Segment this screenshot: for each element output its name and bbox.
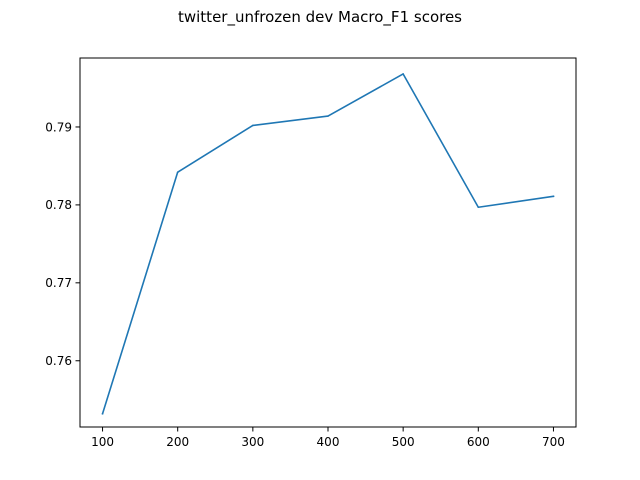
x-axis: 100 200 300 400 500 600 700 <box>91 427 565 449</box>
plot-frame <box>79 57 577 428</box>
x-tick-label: 700 <box>542 435 565 449</box>
x-tick-label: 600 <box>467 435 490 449</box>
data-point <box>101 412 104 415</box>
data-point <box>552 195 555 198</box>
series-line-0 <box>101 73 555 415</box>
y-axis: 0.76 0.77 0.78 0.79 <box>45 120 80 368</box>
x-tick-label: 100 <box>91 435 114 449</box>
data-point <box>477 206 480 209</box>
x-tick-label: 200 <box>166 435 189 449</box>
y-tick-label: 0.77 <box>45 276 72 290</box>
x-tick-label: 500 <box>392 435 415 449</box>
x-tick-label: 400 <box>317 435 340 449</box>
data-point <box>402 73 404 75</box>
y-tick-label: 0.76 <box>45 354 72 368</box>
y-tick-label: 0.79 <box>45 120 72 134</box>
data-point <box>176 171 179 173</box>
x-tick-label: 300 <box>241 435 264 449</box>
chart-title: twitter_unfrozen dev Macro_F1 scores <box>178 8 462 27</box>
data-point <box>252 124 254 127</box>
y-tick-label: 0.78 <box>45 198 72 212</box>
data-point <box>327 115 329 117</box>
series-group <box>101 73 555 415</box>
